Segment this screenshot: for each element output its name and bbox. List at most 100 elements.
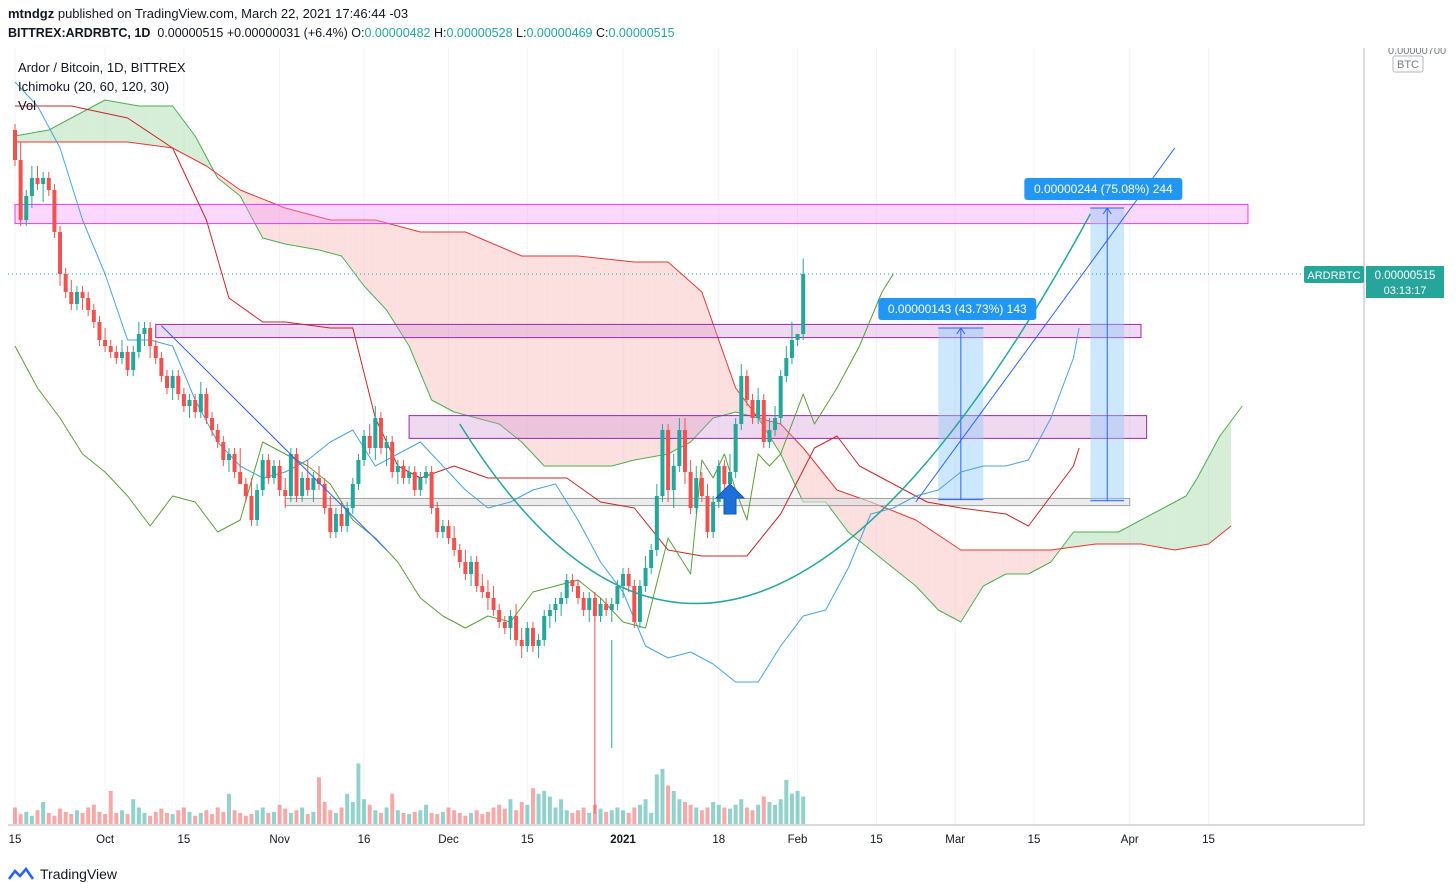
cloud-segment: [600, 258, 607, 466]
candle-body: [193, 400, 198, 412]
volume-bar: [576, 810, 580, 824]
up-arrow-icon[interactable]: [714, 483, 746, 515]
volume-bar: [722, 807, 727, 824]
volume-bar: [604, 811, 609, 824]
candle-body: [384, 442, 389, 448]
symbol-badge: ARDRBTC: [1307, 270, 1360, 282]
legend-volume[interactable]: Vol: [18, 98, 36, 113]
volume-bar: [626, 813, 631, 824]
cloud-segment: [127, 104, 134, 143]
candle-body: [114, 352, 119, 358]
cloud-segment: [1112, 532, 1119, 544]
uptrend-line[interactable]: [915, 147, 1176, 503]
cloud-segment: [183, 121, 190, 157]
volume-bars: [13, 763, 806, 824]
unit-badge: BTC: [1397, 59, 1419, 71]
volume-bar: [767, 802, 772, 824]
volume-bar: [525, 804, 530, 824]
symbol-label[interactable]: BITTREX:ARDRBTC, 1D: [8, 26, 151, 40]
volume-bar: [108, 791, 113, 824]
cloud-segment: [459, 232, 466, 415]
volume-bar: [739, 799, 744, 824]
support-resistance-zones[interactable]: [14, 203, 1249, 507]
price-chart[interactable]: 0.00000143 (43.73%) 143 0.00000244 (75.08…: [0, 48, 1456, 860]
axis-top-label: 0.00000700: [1388, 48, 1446, 57]
author-name[interactable]: mtndgz: [8, 6, 55, 21]
volume-bar: [564, 810, 569, 824]
volume-bar: [119, 810, 124, 824]
candle-body: [125, 352, 130, 370]
cloud-segment: [26, 133, 32, 142]
candle-body: [367, 436, 372, 448]
candle-body: [418, 478, 423, 490]
cloud-segment: [696, 287, 702, 436]
candle-body: [553, 604, 558, 610]
cloud-segment: [966, 550, 973, 613]
trend-drawings[interactable]: [8, 147, 1364, 605]
axes: 0.000006500.000006000.000005500.00000450…: [8, 48, 1365, 846]
candle-body: [705, 496, 710, 532]
cloud-segment: [1202, 457, 1209, 545]
volume-bar: [407, 814, 412, 824]
cloud-segment: [617, 260, 624, 465]
volume-bar: [559, 799, 564, 824]
candle-body: [789, 340, 794, 358]
cloud-segment: [414, 230, 421, 373]
volume-bar: [322, 802, 327, 824]
open-value: 0.00000482: [364, 26, 431, 40]
cloud-segment: [476, 236, 483, 420]
candle-body: [519, 640, 524, 646]
cloud-segment: [836, 490, 843, 525]
publish-text: published on TradingView.com, March 22, …: [57, 6, 409, 21]
cloud-segment: [200, 146, 207, 166]
cloud-segment: [1107, 532, 1113, 544]
cloud-segment: [403, 227, 410, 346]
volume-bar: [671, 791, 676, 824]
volume-bar: [345, 793, 350, 824]
cloud-segment: [673, 267, 680, 451]
cloud-segment: [910, 517, 916, 586]
zone-purple[interactable]: [408, 415, 1148, 439]
volume-bar: [778, 799, 783, 824]
cloud-segment: [1067, 532, 1074, 548]
candlesticks: [13, 124, 806, 814]
cloud-segment: [20, 134, 27, 142]
candle-body: [733, 424, 738, 472]
cloud-segment: [656, 262, 663, 456]
cloud-segment: [279, 205, 286, 244]
volume-bar: [581, 807, 586, 824]
cloud-segment: [690, 282, 697, 442]
cloud-segment: [409, 229, 415, 360]
zone-purple[interactable]: [155, 323, 1142, 339]
brand-name: TradingView: [40, 866, 118, 882]
downtrend-line[interactable]: [161, 325, 387, 551]
cloud-segment: [611, 259, 618, 466]
legend-ichimoku[interactable]: Ichimoku (20, 60, 120, 30): [18, 79, 169, 94]
candle-body: [576, 586, 580, 598]
price-range-measures[interactable]: [938, 207, 1125, 502]
candle-body: [243, 484, 248, 496]
volume-bar: [350, 802, 355, 824]
cloud-segment: [949, 542, 956, 619]
cloud-segment: [808, 455, 815, 502]
candle-body: [317, 478, 322, 484]
cloud-segment: [307, 214, 314, 249]
cloud-segment: [121, 103, 128, 142]
candle-body: [13, 130, 17, 160]
cloud-segment: [364, 220, 370, 292]
candle-body: [238, 472, 243, 484]
volume-bar: [677, 799, 682, 824]
unit-badge-box[interactable]: [1392, 55, 1424, 73]
candle-body: [621, 574, 626, 586]
candle-body: [232, 454, 237, 472]
volume-bar: [514, 810, 519, 824]
rounding-bottom-arc[interactable]: [459, 213, 1091, 605]
candle-body: [750, 400, 755, 418]
candle-body: [598, 604, 603, 616]
cloud-segment: [195, 136, 201, 163]
tradingview-brand[interactable]: TradingView: [8, 866, 117, 882]
candle-body: [497, 610, 502, 622]
zone-magenta[interactable]: [14, 203, 1249, 225]
cloud-segment: [133, 105, 139, 144]
candle-body: [181, 394, 186, 406]
